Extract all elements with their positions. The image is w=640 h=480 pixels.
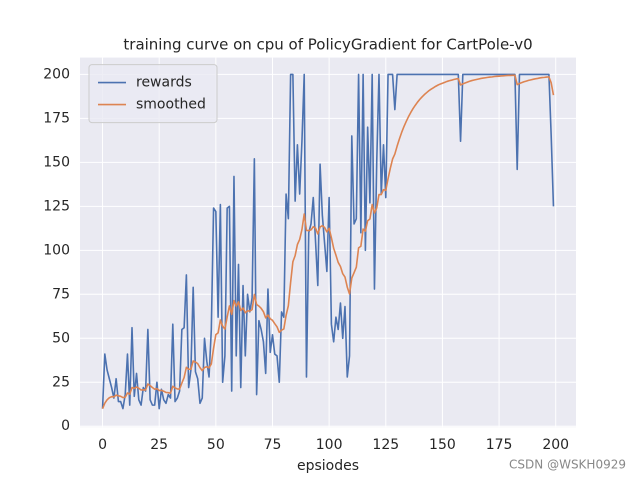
- y-tick-label: 25: [52, 374, 70, 390]
- x-tick-label: 200: [542, 437, 569, 453]
- x-tick-label: 50: [207, 437, 225, 453]
- legend-label: smoothed: [136, 97, 206, 113]
- x-tick-label: 75: [264, 437, 282, 453]
- y-tick-label: 150: [43, 154, 70, 170]
- legend: rewards smoothed: [88, 64, 218, 124]
- watermark: CSDN @WSKH0929: [509, 458, 626, 472]
- x-tick-label: 25: [150, 437, 168, 453]
- x-tick-label: 125: [372, 437, 399, 453]
- line-series: [101, 74, 555, 409]
- y-tick-label: 75: [52, 286, 70, 302]
- y-tick-label: 0: [61, 418, 70, 434]
- y-tick-label: 175: [43, 110, 70, 126]
- y-tick-label: 100: [43, 242, 70, 258]
- x-tick-label: 150: [429, 437, 456, 453]
- x-tick-label: 100: [316, 437, 343, 453]
- line-series: [101, 73, 555, 410]
- y-tick-label: 50: [52, 330, 70, 346]
- x-tick-label: 0: [98, 437, 107, 453]
- x-axis-label: epsiodes: [297, 458, 359, 474]
- chart-title: training curve on cpu of PolicyGradient …: [123, 36, 532, 54]
- legend-box: [88, 64, 218, 124]
- y-tick-label: 125: [43, 198, 70, 214]
- x-tick-label: 175: [486, 437, 513, 453]
- legend-label: rewards: [136, 75, 192, 91]
- y-tick-label: 200: [43, 66, 70, 82]
